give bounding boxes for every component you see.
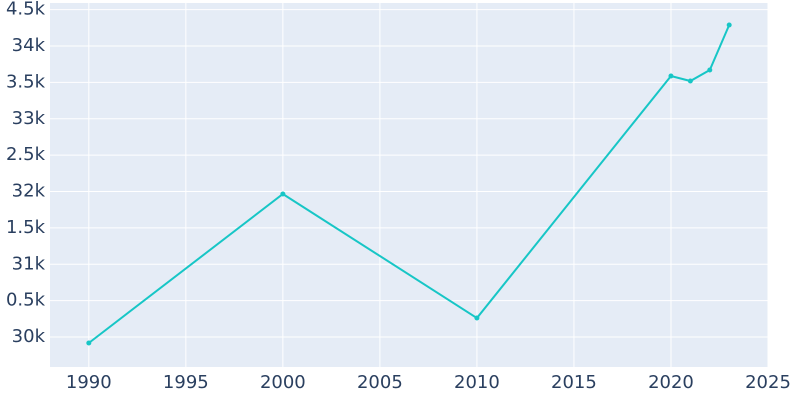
y-tick-label: 32k [12,181,46,202]
data-point [474,315,480,321]
data-point [707,67,713,73]
data-point [86,340,92,346]
x-tick-label: 2010 [454,372,500,393]
x-tick-label: 1990 [66,372,112,393]
data-point [280,191,286,197]
plot-background [50,3,768,367]
y-tick-label: 0.5k [6,290,46,311]
y-tick-label: 2.5k [6,144,46,165]
y-tick-label: 31k [12,253,46,274]
x-tick-label: 2025 [745,372,791,393]
data-point [726,22,732,28]
y-tick-label: 4.5k [6,0,46,20]
data-point [668,73,674,79]
y-tick-label: 33k [12,108,46,129]
x-tick-label: 2020 [648,372,694,393]
x-tick-label: 2015 [551,372,597,393]
y-tick-label: 34k [12,35,46,56]
x-tick-label: 2000 [260,372,306,393]
x-tick-label: 1995 [163,372,209,393]
y-tick-label: 3.5k [6,71,46,92]
y-tick-label: 30k [12,326,46,347]
x-tick-label: 2005 [357,372,403,393]
data-point [687,78,693,84]
y-tick-label: 1.5k [6,217,46,238]
